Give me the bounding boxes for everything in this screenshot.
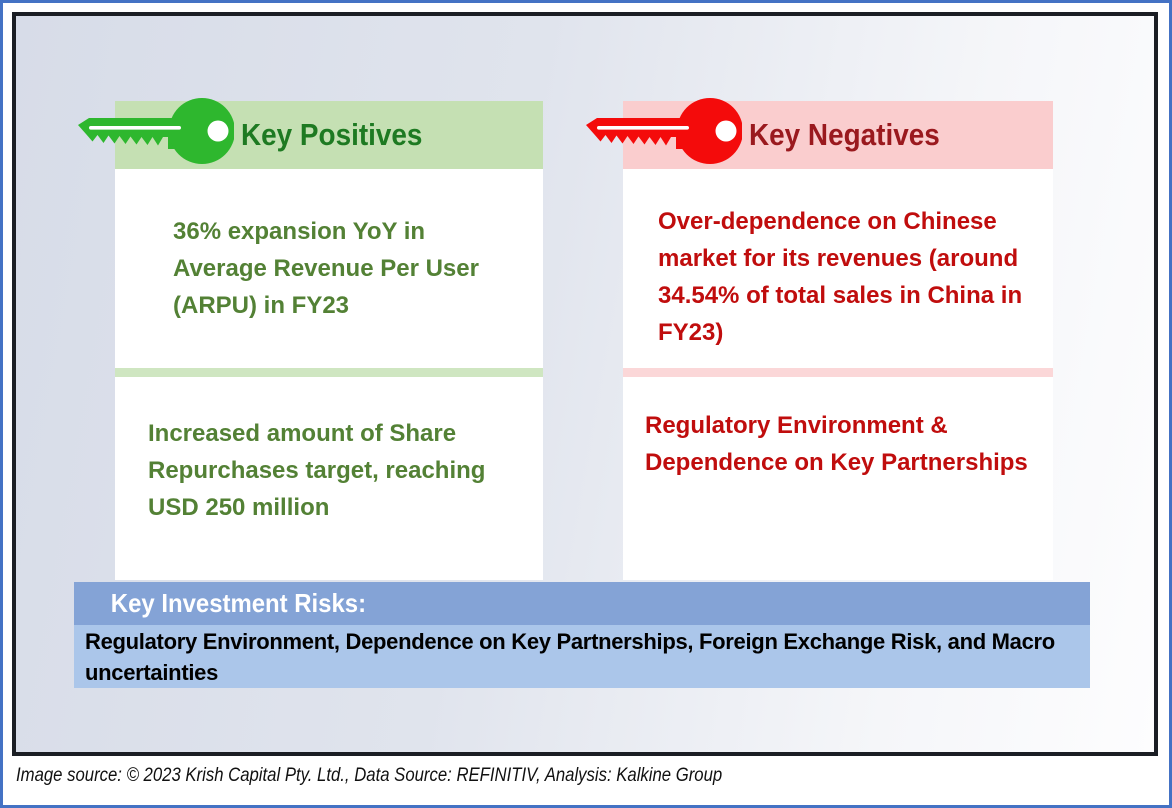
attribution-bar: Image source: © 2023 Krish Capital Pty. … — [16, 765, 1156, 787]
key-positives-header: Key Positives — [115, 101, 543, 169]
key-negatives-header: Key Negatives — [623, 101, 1053, 169]
divider — [115, 368, 543, 377]
key-negatives-panel: Key Negatives Over-dependence on Chinese… — [623, 101, 1053, 580]
positive-card-1: 36% expansion YoY in Average Revenue Per… — [115, 169, 543, 368]
key-positives-title: Key Positives — [241, 117, 423, 152]
negative-card-1: Over-dependence on Chinese market for it… — [623, 169, 1053, 368]
risks-body: Regulatory Environment, Dependence on Ke… — [74, 625, 1090, 688]
content-board: Key Positives 36% expansion YoY in Avera… — [12, 12, 1158, 756]
negative-card-2: Regulatory Environment & Dependence on K… — [623, 377, 1053, 580]
risks-title: Key Investment Risks: — [110, 588, 367, 618]
key-negatives-title: Key Negatives — [749, 117, 940, 152]
key-investment-risks-panel: Key Investment Risks: Regulatory Environ… — [74, 582, 1090, 688]
divider — [623, 368, 1053, 377]
negative-item-text: Regulatory Environment & Dependence on K… — [645, 412, 1028, 476]
key-icon — [586, 97, 742, 165]
negative-item-text: Over-dependence on Chinese market for it… — [658, 208, 1023, 346]
positive-item-text: Increased amount of Share Repurchases ta… — [148, 420, 486, 521]
key-positives-panel: Key Positives 36% expansion YoY in Avera… — [115, 101, 543, 580]
attribution-text: Image source: © 2023 Krish Capital Pty. … — [16, 765, 723, 786]
risks-text: Regulatory Environment, Dependence on Ke… — [85, 629, 1055, 685]
key-icon — [78, 97, 234, 165]
positive-item-text: 36% expansion YoY in Average Revenue Per… — [173, 218, 479, 319]
positive-card-2: Increased amount of Share Repurchases ta… — [115, 377, 543, 580]
risks-header: Key Investment Risks: — [74, 582, 1090, 625]
